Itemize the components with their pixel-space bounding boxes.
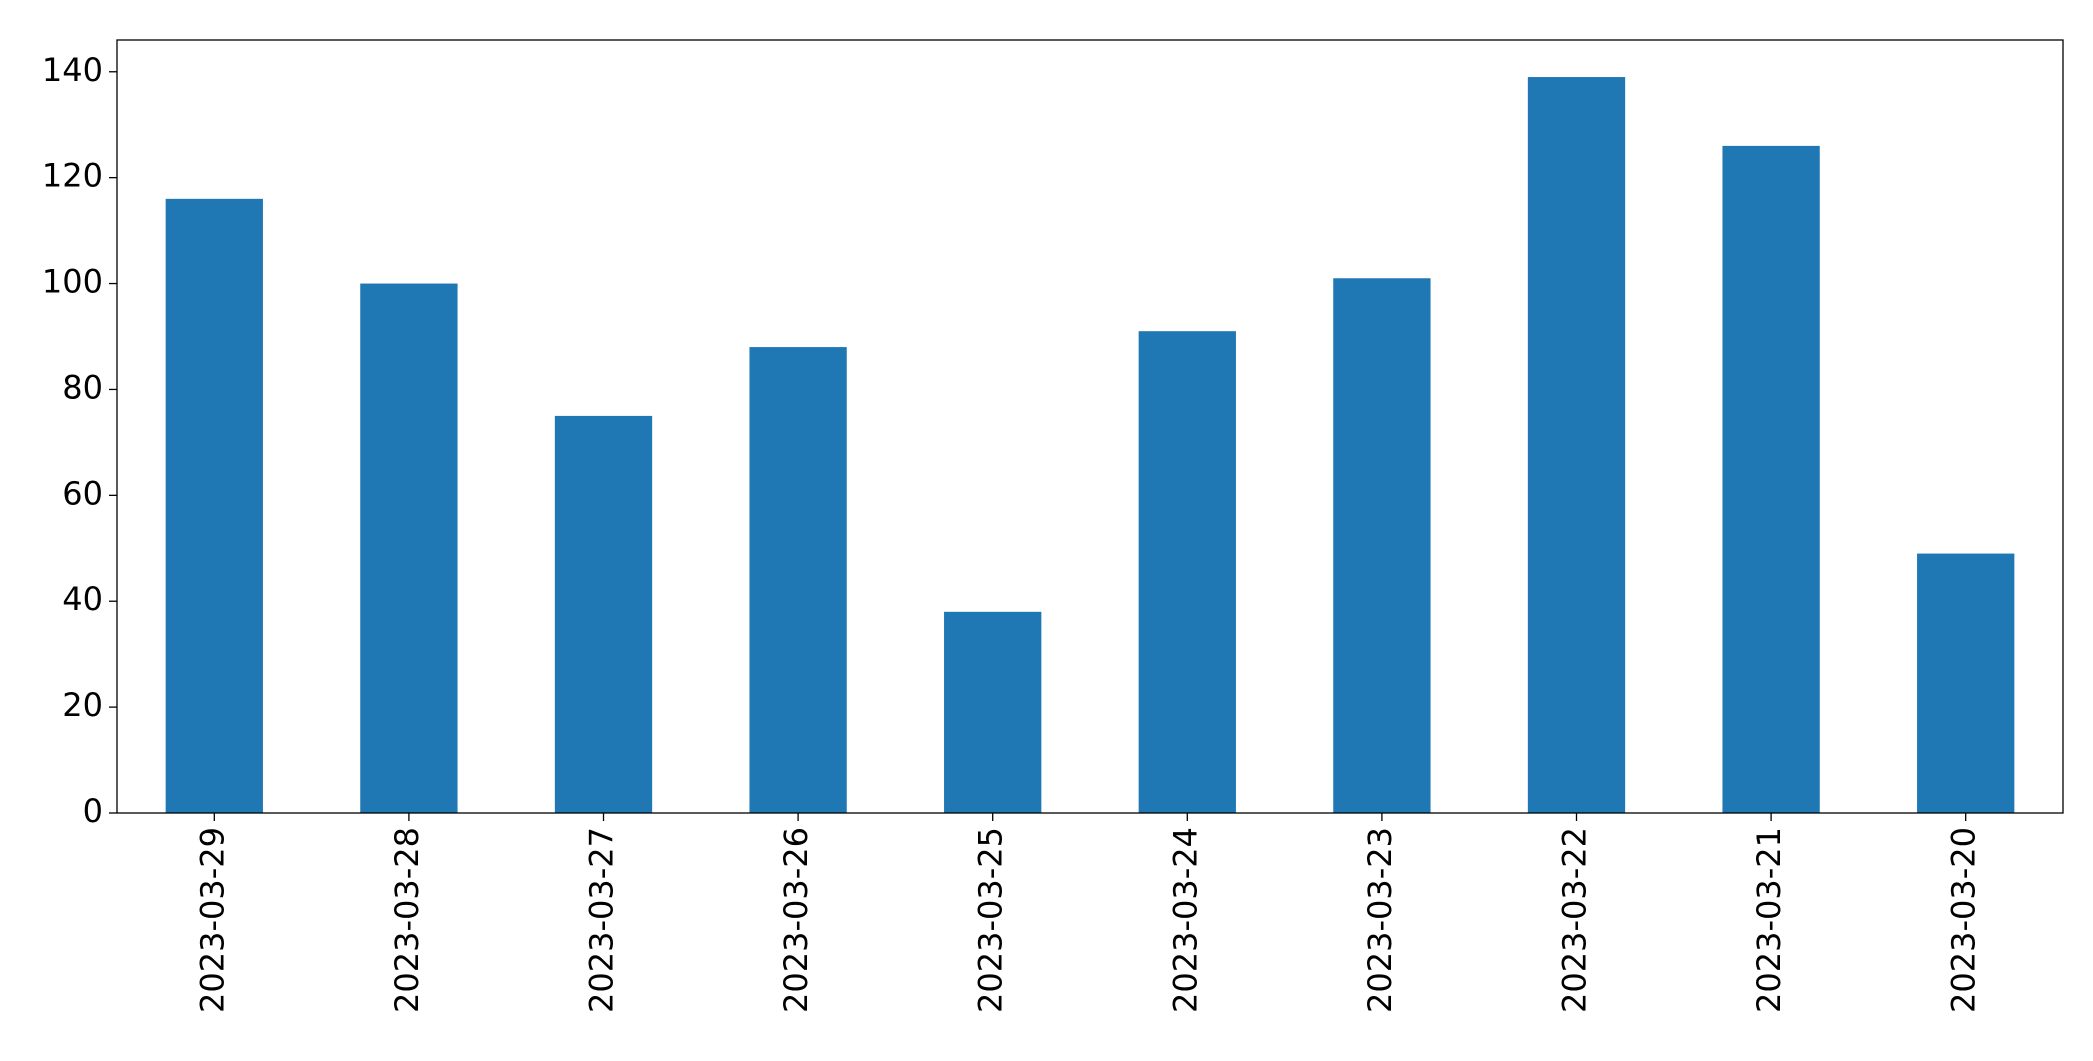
bar: [1138, 331, 1236, 813]
x-tick-label: 2023-03-28: [388, 827, 426, 1013]
bar: [1917, 553, 2015, 813]
x-tick-label: 2023-03-22: [1556, 827, 1594, 1013]
x-tick-label: 2023-03-29: [193, 827, 231, 1013]
y-tick-label: 80: [62, 368, 103, 406]
x-tick-label: 2023-03-23: [1361, 827, 1399, 1013]
y-tick-label: 20: [62, 686, 103, 724]
x-tick-label: 2023-03-20: [1945, 827, 1983, 1013]
y-tick-label: 60: [62, 474, 103, 512]
y-tick-label: 40: [62, 580, 103, 618]
plot-frame: [116, 39, 2064, 814]
bar: [360, 283, 458, 813]
bar: [749, 347, 847, 813]
y-tick-label: 0: [83, 792, 103, 830]
bar: [165, 198, 263, 813]
x-tick-label: 2023-03-27: [583, 827, 621, 1013]
x-tick-label: 2023-03-24: [1166, 827, 1204, 1013]
bar: [1722, 145, 1820, 814]
bar: [1527, 77, 1626, 813]
x-tick-label: 2023-03-21: [1750, 827, 1788, 1013]
y-tick-label: 140: [42, 51, 103, 89]
y-tick-label: 100: [42, 263, 103, 301]
bar: [944, 611, 1042, 813]
x-tick-label: 2023-03-26: [777, 827, 815, 1013]
y-tick-label: 120: [42, 157, 103, 195]
bar: [1333, 278, 1431, 813]
x-tick-label: 2023-03-25: [972, 827, 1010, 1013]
bar: [554, 415, 653, 813]
